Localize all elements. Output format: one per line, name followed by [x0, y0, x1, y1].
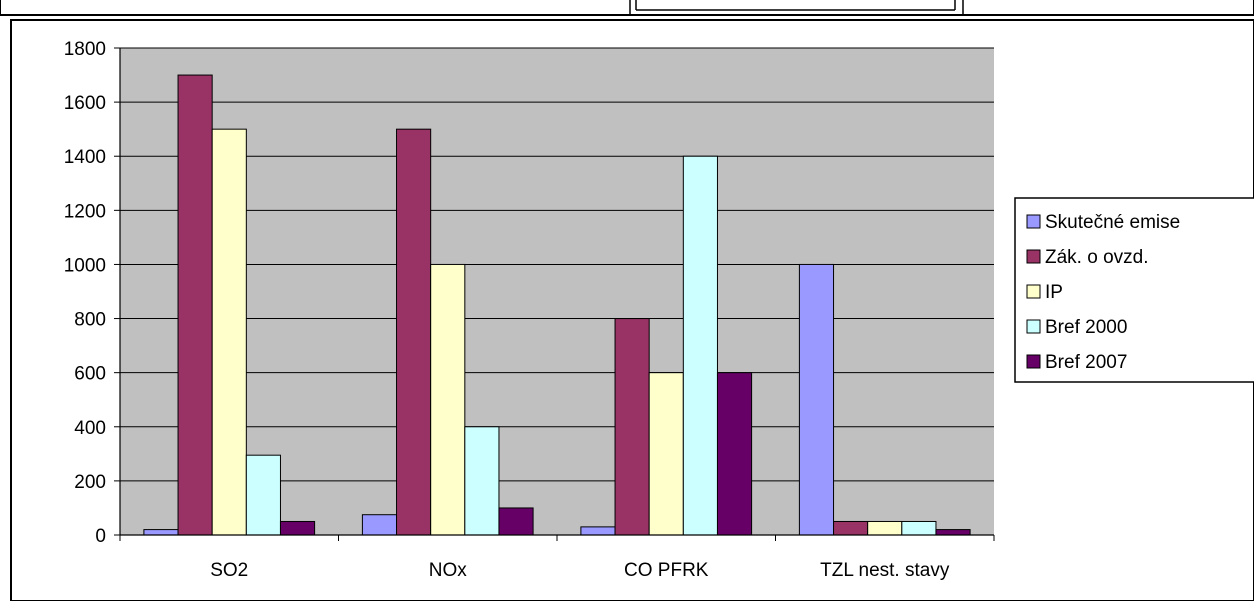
x-tick-labels: SO2 NOx CO PFRK TZL nest. stavy — [210, 560, 950, 581]
bar-2-0 — [580, 526, 616, 536]
bar-0-2 — [211, 128, 247, 536]
bar-3-1 — [833, 520, 869, 536]
bar-0-3 — [245, 454, 281, 536]
bar-3-4 — [935, 529, 971, 536]
legend-label: Bref 2000 — [1045, 317, 1127, 338]
legend-label: Skutečné emise — [1045, 212, 1180, 233]
x-tick-label: CO PFRK — [624, 560, 709, 581]
bar-1-0 — [361, 514, 398, 536]
legend-swatch — [1026, 354, 1041, 369]
legend-label: IP — [1045, 282, 1063, 303]
bar-1-3 — [464, 426, 500, 536]
bar-1-2 — [430, 263, 466, 536]
y-tick-label: 400 — [74, 418, 106, 439]
gridlines — [120, 47, 994, 482]
y-tick-label: 800 — [74, 310, 106, 331]
bar-2-4 — [716, 372, 753, 536]
y-tick-labels: 0 200 400 600 800 1000 1200 1400 1600 1800 — [64, 39, 106, 547]
y-tick-label: 1800 — [64, 39, 106, 60]
bar-0-4 — [279, 520, 316, 536]
bar-0-0 — [143, 529, 179, 536]
bar-3-2 — [867, 520, 903, 536]
legend-box — [1014, 197, 1254, 383]
y-tick-label: 0 — [95, 526, 106, 547]
bar-2-3 — [682, 155, 718, 536]
legend-label: Zák. o ovzd. — [1045, 247, 1149, 268]
y-tick-label: 1600 — [64, 93, 106, 114]
x-tick-label: TZL nest. stavy — [820, 560, 950, 581]
bar-2-1 — [614, 318, 650, 536]
y-tick-label: 1000 — [64, 255, 106, 276]
bar-2-2 — [648, 372, 684, 536]
top-border-strip — [0, 0, 1254, 16]
y-tick-label: 1400 — [64, 147, 106, 168]
legend-label: Bref 2007 — [1045, 352, 1127, 373]
y-tick-label: 600 — [74, 364, 106, 385]
bar-3-3 — [901, 520, 937, 536]
x-tick-label: NOx — [429, 560, 468, 581]
axes — [114, 47, 995, 541]
bar-1-4 — [498, 507, 534, 536]
y-tick-label: 200 — [74, 472, 106, 493]
legend: Skutečné emise Zák. o ovzd. IP Bref 2000 Bre… — [1014, 197, 1254, 383]
legend-swatch — [1026, 319, 1041, 334]
legend-swatch — [1026, 214, 1041, 229]
y-tick-label: 1200 — [64, 201, 106, 222]
legend-swatch — [1026, 249, 1041, 264]
bar-0-1 — [177, 74, 213, 536]
bars — [143, 74, 971, 536]
bar-1-1 — [396, 128, 432, 536]
bar-3-0 — [798, 263, 835, 536]
x-tick-label: SO2 — [210, 560, 248, 581]
plot-area — [120, 48, 994, 535]
legend-swatch — [1026, 284, 1041, 299]
